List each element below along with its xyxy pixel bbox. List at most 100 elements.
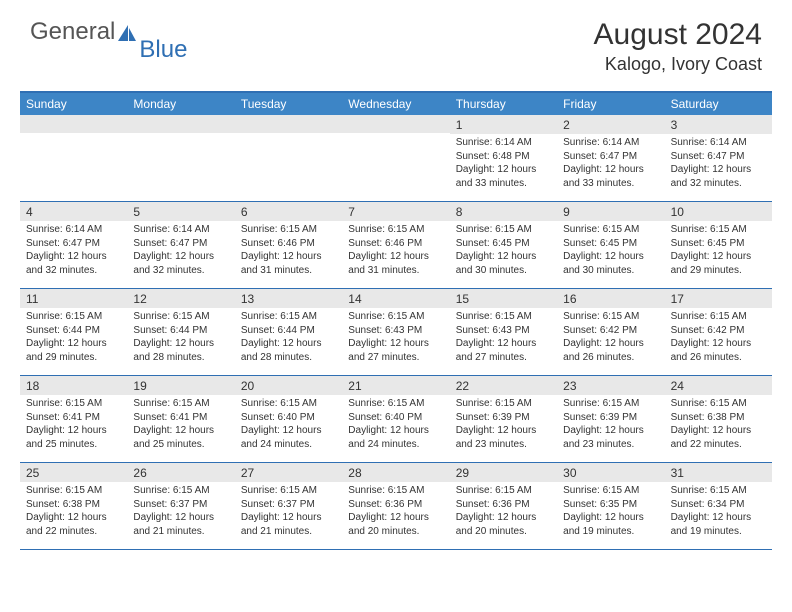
day-number: 8 bbox=[450, 202, 557, 221]
day-cell: 1Sunrise: 6:14 AMSunset: 6:48 PMDaylight… bbox=[450, 115, 557, 201]
weekday-header: SundayMondayTuesdayWednesdayThursdayFrid… bbox=[20, 93, 772, 115]
day-body: Sunrise: 6:15 AMSunset: 6:45 PMDaylight:… bbox=[665, 221, 772, 281]
day-body: Sunrise: 6:15 AMSunset: 6:43 PMDaylight:… bbox=[342, 308, 449, 368]
day-cell: 22Sunrise: 6:15 AMSunset: 6:39 PMDayligh… bbox=[450, 376, 557, 462]
day-number: 18 bbox=[20, 376, 127, 395]
week-row: 1Sunrise: 6:14 AMSunset: 6:48 PMDaylight… bbox=[20, 115, 772, 202]
day-cell: 11Sunrise: 6:15 AMSunset: 6:44 PMDayligh… bbox=[20, 289, 127, 375]
logo-sail-icon bbox=[116, 23, 138, 45]
day-body: Sunrise: 6:14 AMSunset: 6:47 PMDaylight:… bbox=[127, 221, 234, 281]
day-cell: 24Sunrise: 6:15 AMSunset: 6:38 PMDayligh… bbox=[665, 376, 772, 462]
day-body: Sunrise: 6:15 AMSunset: 6:43 PMDaylight:… bbox=[450, 308, 557, 368]
day-number: 30 bbox=[557, 463, 664, 482]
weekday-label: Thursday bbox=[450, 93, 557, 115]
day-cell: 5Sunrise: 6:14 AMSunset: 6:47 PMDaylight… bbox=[127, 202, 234, 288]
day-body: Sunrise: 6:15 AMSunset: 6:37 PMDaylight:… bbox=[127, 482, 234, 542]
day-number: 11 bbox=[20, 289, 127, 308]
day-body: Sunrise: 6:15 AMSunset: 6:38 PMDaylight:… bbox=[665, 395, 772, 455]
weekday-label: Wednesday bbox=[342, 93, 449, 115]
day-body: Sunrise: 6:15 AMSunset: 6:44 PMDaylight:… bbox=[235, 308, 342, 368]
day-body: Sunrise: 6:15 AMSunset: 6:37 PMDaylight:… bbox=[235, 482, 342, 542]
day-cell: 28Sunrise: 6:15 AMSunset: 6:36 PMDayligh… bbox=[342, 463, 449, 549]
day-number: 5 bbox=[127, 202, 234, 221]
day-body: Sunrise: 6:15 AMSunset: 6:45 PMDaylight:… bbox=[450, 221, 557, 281]
day-number: 29 bbox=[450, 463, 557, 482]
day-body: Sunrise: 6:15 AMSunset: 6:42 PMDaylight:… bbox=[665, 308, 772, 368]
week-row: 18Sunrise: 6:15 AMSunset: 6:41 PMDayligh… bbox=[20, 376, 772, 463]
day-number: 10 bbox=[665, 202, 772, 221]
day-cell: 14Sunrise: 6:15 AMSunset: 6:43 PMDayligh… bbox=[342, 289, 449, 375]
day-number: 27 bbox=[235, 463, 342, 482]
day-number: 24 bbox=[665, 376, 772, 395]
day-number: 26 bbox=[127, 463, 234, 482]
day-body: Sunrise: 6:14 AMSunset: 6:47 PMDaylight:… bbox=[20, 221, 127, 281]
day-cell: 10Sunrise: 6:15 AMSunset: 6:45 PMDayligh… bbox=[665, 202, 772, 288]
day-cell: 6Sunrise: 6:15 AMSunset: 6:46 PMDaylight… bbox=[235, 202, 342, 288]
day-cell: 19Sunrise: 6:15 AMSunset: 6:41 PMDayligh… bbox=[127, 376, 234, 462]
day-number: 31 bbox=[665, 463, 772, 482]
day-body: Sunrise: 6:15 AMSunset: 6:41 PMDaylight:… bbox=[20, 395, 127, 455]
day-cell bbox=[20, 115, 127, 201]
logo-text-general: General bbox=[30, 18, 115, 46]
day-cell: 27Sunrise: 6:15 AMSunset: 6:37 PMDayligh… bbox=[235, 463, 342, 549]
week-row: 25Sunrise: 6:15 AMSunset: 6:38 PMDayligh… bbox=[20, 463, 772, 550]
day-body: Sunrise: 6:15 AMSunset: 6:39 PMDaylight:… bbox=[450, 395, 557, 455]
day-number: 4 bbox=[20, 202, 127, 221]
weekday-label: Monday bbox=[127, 93, 234, 115]
empty-day-header bbox=[127, 115, 234, 133]
day-body: Sunrise: 6:15 AMSunset: 6:40 PMDaylight:… bbox=[235, 395, 342, 455]
day-number: 25 bbox=[20, 463, 127, 482]
day-cell: 31Sunrise: 6:15 AMSunset: 6:34 PMDayligh… bbox=[665, 463, 772, 549]
day-number: 21 bbox=[342, 376, 449, 395]
day-cell: 13Sunrise: 6:15 AMSunset: 6:44 PMDayligh… bbox=[235, 289, 342, 375]
day-body: Sunrise: 6:15 AMSunset: 6:44 PMDaylight:… bbox=[127, 308, 234, 368]
logo: General Blue bbox=[30, 18, 191, 46]
weekday-label: Saturday bbox=[665, 93, 772, 115]
day-cell: 3Sunrise: 6:14 AMSunset: 6:47 PMDaylight… bbox=[665, 115, 772, 201]
day-cell: 21Sunrise: 6:15 AMSunset: 6:40 PMDayligh… bbox=[342, 376, 449, 462]
day-cell: 18Sunrise: 6:15 AMSunset: 6:41 PMDayligh… bbox=[20, 376, 127, 462]
week-row: 11Sunrise: 6:15 AMSunset: 6:44 PMDayligh… bbox=[20, 289, 772, 376]
month-title: August 2024 bbox=[594, 18, 762, 52]
day-cell bbox=[342, 115, 449, 201]
weekday-label: Sunday bbox=[20, 93, 127, 115]
day-number: 7 bbox=[342, 202, 449, 221]
empty-day-header bbox=[235, 115, 342, 133]
day-cell: 15Sunrise: 6:15 AMSunset: 6:43 PMDayligh… bbox=[450, 289, 557, 375]
day-body: Sunrise: 6:15 AMSunset: 6:46 PMDaylight:… bbox=[235, 221, 342, 281]
day-body: Sunrise: 6:15 AMSunset: 6:44 PMDaylight:… bbox=[20, 308, 127, 368]
day-number: 3 bbox=[665, 115, 772, 134]
day-body: Sunrise: 6:15 AMSunset: 6:41 PMDaylight:… bbox=[127, 395, 234, 455]
weekday-label: Friday bbox=[557, 93, 664, 115]
day-number: 17 bbox=[665, 289, 772, 308]
day-body: Sunrise: 6:15 AMSunset: 6:39 PMDaylight:… bbox=[557, 395, 664, 455]
day-body: Sunrise: 6:15 AMSunset: 6:42 PMDaylight:… bbox=[557, 308, 664, 368]
title-block: August 2024 Kalogo, Ivory Coast bbox=[594, 18, 762, 75]
location: Kalogo, Ivory Coast bbox=[594, 54, 762, 75]
day-body: Sunrise: 6:15 AMSunset: 6:36 PMDaylight:… bbox=[342, 482, 449, 542]
empty-day-header bbox=[20, 115, 127, 133]
day-body: Sunrise: 6:15 AMSunset: 6:36 PMDaylight:… bbox=[450, 482, 557, 542]
day-number: 20 bbox=[235, 376, 342, 395]
day-number: 23 bbox=[557, 376, 664, 395]
day-cell bbox=[235, 115, 342, 201]
day-cell: 26Sunrise: 6:15 AMSunset: 6:37 PMDayligh… bbox=[127, 463, 234, 549]
day-body: Sunrise: 6:14 AMSunset: 6:47 PMDaylight:… bbox=[557, 134, 664, 194]
day-cell: 16Sunrise: 6:15 AMSunset: 6:42 PMDayligh… bbox=[557, 289, 664, 375]
day-number: 19 bbox=[127, 376, 234, 395]
weekday-label: Tuesday bbox=[235, 93, 342, 115]
day-number: 22 bbox=[450, 376, 557, 395]
day-body: Sunrise: 6:14 AMSunset: 6:47 PMDaylight:… bbox=[665, 134, 772, 194]
day-body: Sunrise: 6:15 AMSunset: 6:40 PMDaylight:… bbox=[342, 395, 449, 455]
day-cell bbox=[127, 115, 234, 201]
day-body: Sunrise: 6:15 AMSunset: 6:34 PMDaylight:… bbox=[665, 482, 772, 542]
day-number: 1 bbox=[450, 115, 557, 134]
day-cell: 23Sunrise: 6:15 AMSunset: 6:39 PMDayligh… bbox=[557, 376, 664, 462]
week-row: 4Sunrise: 6:14 AMSunset: 6:47 PMDaylight… bbox=[20, 202, 772, 289]
day-cell: 4Sunrise: 6:14 AMSunset: 6:47 PMDaylight… bbox=[20, 202, 127, 288]
day-number: 15 bbox=[450, 289, 557, 308]
calendar: SundayMondayTuesdayWednesdayThursdayFrid… bbox=[20, 91, 772, 550]
day-number: 12 bbox=[127, 289, 234, 308]
day-cell: 8Sunrise: 6:15 AMSunset: 6:45 PMDaylight… bbox=[450, 202, 557, 288]
day-number: 13 bbox=[235, 289, 342, 308]
